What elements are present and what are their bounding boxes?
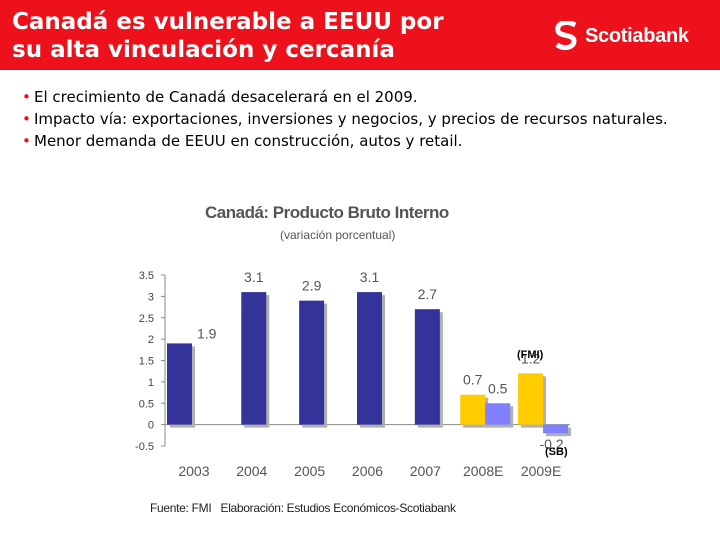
- bar-sb: [485, 403, 511, 425]
- annotation-sb: (SB): [545, 446, 568, 458]
- bullet-list: El crecimiento de Canadá desacelerará en…: [22, 86, 712, 152]
- y-tick-label: 2.5: [139, 313, 154, 325]
- bar-historico: [299, 300, 325, 425]
- x-tick-label: 2006: [352, 463, 383, 479]
- title-banner: Canadá es vulnerable a EEUU por su alta …: [0, 0, 720, 70]
- data-label: 2.7: [418, 286, 438, 302]
- data-label: 1.9: [197, 325, 217, 341]
- x-tick-label: 2003: [178, 463, 209, 479]
- scotiabank-s-icon: [555, 21, 577, 51]
- bar-historico: [414, 309, 440, 425]
- data-label: 3.1: [244, 269, 264, 285]
- brand-logo: Scotiabank: [553, 20, 689, 52]
- y-tick-label: 2: [148, 334, 154, 346]
- x-tick-label: 2008E: [463, 463, 503, 479]
- data-label: 1.2: [521, 350, 541, 366]
- y-tick-label: 0: [148, 420, 154, 432]
- y-tick-label: 0.5: [139, 398, 154, 410]
- slide-title-line-2: su alta vinculación y cercanía: [12, 37, 395, 63]
- x-tick-label: 2009E: [521, 463, 561, 479]
- bar-sb: [543, 424, 569, 434]
- data-label: 0.7: [463, 372, 483, 388]
- chart-source: Fuente: FMI Elaboración: Estudios Económ…: [150, 501, 457, 515]
- bullet-item: Menor demanda de EEUU en construcción, a…: [22, 130, 712, 152]
- bar-historico: [241, 292, 267, 425]
- data-label: 2.9: [302, 278, 322, 294]
- bar-fmi: [518, 373, 544, 425]
- bar-historico: [167, 343, 192, 425]
- chart-subtitle: (variación porcentual): [280, 228, 395, 242]
- y-tick-label: 3.5: [139, 270, 154, 282]
- bullet-item: El crecimiento de Canadá desacelerará en…: [22, 86, 712, 108]
- x-tick-label: 2005: [294, 463, 325, 479]
- annotation-fmi: (FMI): [517, 349, 544, 361]
- y-tick-label: 1: [148, 377, 154, 389]
- slide-title-line-1: Canadá es vulnerable a EEUU por: [12, 9, 444, 35]
- bar-fmi: [460, 394, 486, 425]
- slide-title: Canadá es vulnerable a EEUU por su alta …: [12, 8, 482, 64]
- x-tick-label: 2004: [236, 463, 267, 479]
- chart-title: Canadá: Producto Bruto Interno: [205, 203, 449, 222]
- bar-historico: [357, 292, 382, 425]
- bullet-item: Impacto vía: exportaciones, inversiones …: [22, 108, 712, 130]
- brand-name: Scotiabank: [585, 24, 689, 47]
- data-label: 0.5: [488, 380, 508, 396]
- x-tick-label: 2007: [410, 463, 441, 479]
- data-label: -0.2: [540, 436, 564, 452]
- y-tick-label: -0.5: [135, 441, 154, 453]
- y-tick-label: 3: [148, 291, 154, 303]
- data-label: 3.1: [360, 269, 380, 285]
- y-tick-label: 1.5: [139, 356, 154, 368]
